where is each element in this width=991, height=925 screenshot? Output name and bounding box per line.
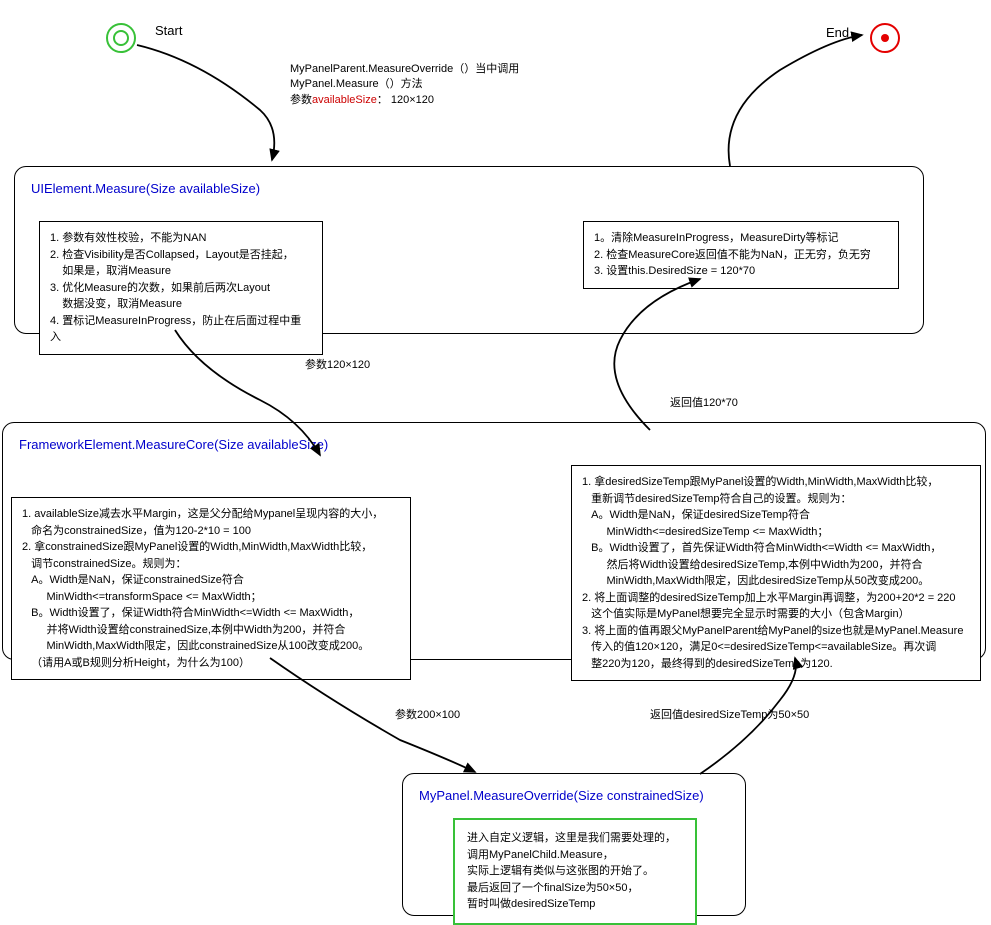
framework-right-item: 3. 将上面的值再跟父MyPanelParent给MyPanel的size也就是… <box>582 623 970 673</box>
mypanel-content-text: 进入自定义逻辑，这里是我们需要处理的， 调用MyPanelChild.Measu… <box>467 830 683 913</box>
box-uielement-right: 1。清除MeasureInProgress，MeasureDirty等标记 2.… <box>583 221 899 289</box>
uielement-right-item: 3. 设置this.DesiredSize = 120*70 <box>594 263 888 280</box>
edge-mypanel-to-framework-label: 返回值desiredSizeTemp为50×50 <box>650 708 809 723</box>
box-mypanel-title: MyPanel.MeasureOverride(Size constrained… <box>419 788 729 803</box>
uielement-left-item: 1. 参数有效性校验，不能为NAN <box>50 230 312 247</box>
framework-left-item: 2. 拿constrainedSize跟MyPanel设置的Width,MinW… <box>22 539 400 671</box>
uielement-right-item: 1。清除MeasureInProgress，MeasureDirty等标记 <box>594 230 888 247</box>
framework-left-item: 1. availableSize减去水平Margin，这是父分配给Mypanel… <box>22 506 400 539</box>
uielement-right-item: 2. 检查MeasureCore返回值不能为NaN，正无穷，负无穷 <box>594 247 888 264</box>
edge1-line1: MyPanelParent.MeasureOverride（）当中调用 <box>290 62 519 77</box>
uielement-left-item: 3. 优化Measure的次数，如果前后两次Layout 数据没变，取消Meas… <box>50 280 312 313</box>
uielement-left-item: 4. 置标记MeasureInProgress，防止在后面过程中重入 <box>50 313 312 346</box>
edge1-line2: MyPanel.Measure（）方法 <box>290 77 519 92</box>
edge-framework-to-mypanel-label: 参数200×100 <box>395 708 460 723</box>
edge-framework-to-uielement-label: 返回值120*70 <box>670 396 738 411</box>
box-framework-right: 1. 拿desiredSizeTemp跟MyPanel设置的Width,MinW… <box>571 465 981 681</box>
uielement-left-item: 2. 检查Visibility是否Collapsed，Layout是否挂起， 如… <box>50 247 312 280</box>
box-uielement-title: UIElement.Measure(Size availableSize) <box>31 181 907 196</box>
box-framework-left: 1. availableSize减去水平Margin，这是父分配给Mypanel… <box>11 497 411 680</box>
box-mypanel-content: 进入自定义逻辑，这里是我们需要处理的， 调用MyPanelChild.Measu… <box>453 818 697 925</box>
framework-right-item: 2. 将上面调整的desiredSizeTemp加上水平Margin再调整，为2… <box>582 590 970 623</box>
end-node-icon <box>870 23 900 53</box>
diagram-canvas: Start End MyPanelParent.MeasureOverride（… <box>0 0 991 919</box>
edge1-line3: 参数availableSize： 120×120 <box>290 93 519 108</box>
end-label: End <box>826 25 849 40</box>
box-framework-title: FrameworkElement.MeasureCore(Size availa… <box>19 437 969 452</box>
edge-uielement-to-framework-label: 参数120×120 <box>305 358 370 373</box>
box-uielement-left: 1. 参数有效性校验，不能为NAN 2. 检查Visibility是否Colla… <box>39 221 323 355</box>
edge-start-to-uielement-label: MyPanelParent.MeasureOverride（）当中调用 MyPa… <box>290 62 519 108</box>
start-label: Start <box>155 23 182 38</box>
box-framework: FrameworkElement.MeasureCore(Size availa… <box>2 422 986 660</box>
box-mypanel: MyPanel.MeasureOverride(Size constrained… <box>402 773 746 916</box>
framework-right-item: 1. 拿desiredSizeTemp跟MyPanel设置的Width,MinW… <box>582 474 970 590</box>
box-uielement: UIElement.Measure(Size availableSize) 1.… <box>14 166 924 334</box>
start-node-icon <box>106 23 136 53</box>
